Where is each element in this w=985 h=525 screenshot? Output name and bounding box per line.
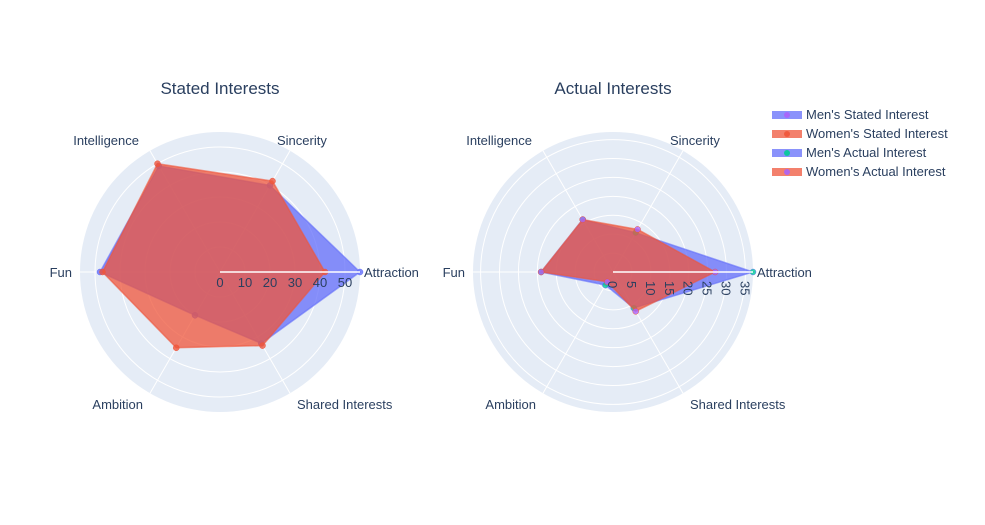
legend-item: Women's Actual Interest	[772, 164, 946, 179]
category-label: Intelligence	[73, 133, 139, 148]
category-label: Intelligence	[466, 133, 532, 148]
series-point-1-2	[173, 344, 180, 352]
radial-tick-label: 30	[288, 275, 302, 290]
category-label: Ambition	[92, 397, 143, 412]
legend-item: Men's Stated Interest	[772, 107, 929, 122]
polar-subplot-2: 0 5 10 15 20 25 30 35 Attraction Sincerity Intelli…	[443, 79, 812, 412]
angular-gridline	[542, 271, 614, 394]
radial-tick-label: 0	[216, 275, 223, 290]
series-point-2-2	[634, 226, 641, 233]
series-point-2-2	[632, 308, 639, 315]
category-label: Fun	[50, 265, 72, 280]
series-point-1-2	[269, 177, 276, 185]
radial-tick-label: 10	[643, 281, 658, 295]
legend: Men's Stated Interest Women's Stated Inte…	[772, 107, 948, 179]
legend-item: Women's Stated Interest	[772, 126, 948, 141]
series-point-2-2	[604, 278, 611, 286]
radial-tick-label: 10	[238, 275, 252, 290]
legend-marker	[784, 131, 790, 137]
legend-item: Men's Actual Interest	[772, 145, 927, 160]
legend-marker	[784, 169, 790, 175]
legend-label: Men's Actual Interest	[806, 145, 927, 160]
polar-subplot-1: 0 10 20 30 40 50 Attraction Sincerity Intelligen…	[50, 79, 419, 412]
radial-tick-label: 15	[662, 281, 677, 295]
series-point-1-2	[154, 160, 161, 167]
legend-label: Women's Actual Interest	[806, 164, 946, 179]
legend-marker	[784, 150, 790, 156]
chart-title: Stated Interests	[160, 79, 279, 98]
category-label: Attraction	[364, 265, 419, 280]
series-point-2-2	[579, 216, 586, 223]
radial-tick-label: 50	[338, 275, 352, 290]
radial-tick-label: 35	[737, 281, 752, 295]
radial-tick-label: 20	[263, 275, 277, 290]
category-label: Sincerity	[277, 133, 327, 148]
radial-tick-label: 30	[719, 281, 734, 295]
series-point-1-2	[99, 268, 106, 276]
legend-label: Men's Stated Interest	[806, 107, 929, 122]
category-label: Shared Interests	[297, 397, 393, 412]
radial-tick-label: 0	[605, 281, 620, 288]
category-label: Sincerity	[670, 133, 720, 148]
series-point-2-2	[537, 268, 545, 276]
category-label: Ambition	[485, 397, 536, 412]
legend-marker	[784, 112, 790, 118]
series-point-1-2	[259, 342, 266, 349]
radial-tick-label: 20	[681, 281, 696, 295]
chart-title: Actual Interests	[554, 79, 671, 98]
radial-tick-label: 25	[700, 281, 715, 295]
radial-tick-label: 40	[313, 275, 327, 290]
category-label: Shared Interests	[690, 397, 786, 412]
radial-tick-label: 5	[624, 281, 639, 288]
category-label: Fun	[443, 265, 465, 280]
category-label: Attraction	[757, 265, 812, 280]
legend-label: Women's Stated Interest	[806, 126, 948, 141]
